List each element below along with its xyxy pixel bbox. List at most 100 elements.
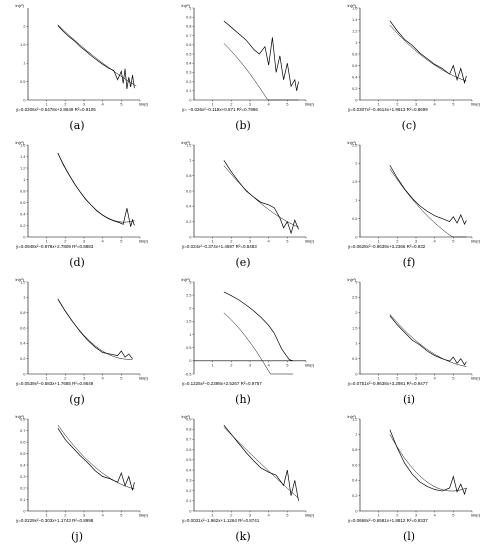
y-tick-label: 1.5 (186, 319, 192, 324)
fit-equation: y=0.0751x²−0.9638x+3.2981 R²=0.9477 (348, 381, 428, 386)
x-axis-label: ln(r) (141, 239, 149, 244)
y-tick-label: 0.2 (186, 488, 192, 493)
y-tick-label: 0 (189, 234, 192, 239)
y-tick-label: 2.5 (352, 142, 358, 147)
y-tick-label: 0.8 (20, 310, 26, 315)
y-tick-label: 1.2 (352, 28, 358, 33)
x-tick-label: 6 (471, 239, 474, 244)
panel-l: 0 0.2 0.4 0.6 0.8 1 1.2 1 2 3 4 5 6 ln(r²) ln(r) y=0.06… (348, 414, 481, 543)
y-tick-label: 0 (189, 358, 192, 363)
x-tick-label: 1 (212, 362, 215, 367)
x-tick-label: 5 (286, 239, 289, 244)
y-tick-label: 0.4 (20, 211, 26, 216)
panel-label: (a) (69, 119, 84, 132)
y-tick-label: 0 (23, 234, 26, 239)
x-tick-label: 5 (286, 362, 289, 367)
x-tick-label: 3 (83, 513, 86, 518)
x-tick-label: 1 (46, 376, 49, 381)
fit-curve-line (223, 165, 299, 228)
data-series-line (223, 291, 294, 362)
y-tick-label: 2 (355, 161, 358, 166)
fit-curve-line (389, 434, 467, 492)
y-tick-label: -0.5 (185, 371, 193, 376)
panel-g: 0 0.2 0.4 0.6 0.8 1 1.2 1 2 3 4 5 6 ln(r²) ln(r) y=0.05… (16, 277, 149, 406)
y-tick-label: 1 (189, 158, 192, 163)
y-tick-label: 0.1 (20, 497, 26, 502)
fit-equation: y=0.1225x²−0.2398x+2.5267 R²=0.9757 (182, 381, 262, 386)
x-tick-label: 6 (305, 362, 308, 367)
y-tick-label: 0.8 (186, 24, 192, 29)
y-tick-label: 0.2 (186, 219, 192, 224)
fit-equation: y=0.0628x²−0.9639x+3.2366 R²=0.932 (348, 244, 426, 249)
y-tick-label: 0.8 (186, 173, 192, 178)
data-series-line (57, 298, 133, 359)
y-tick-label: 0.5 (352, 216, 358, 221)
y-tick-label: 0 (189, 508, 192, 513)
y-tick-label: 0.4 (352, 74, 358, 79)
y-tick-label: 1.4 (20, 154, 26, 159)
x-axis-label: ln(r) (473, 513, 481, 518)
y-tick-label: 1 (189, 5, 192, 10)
panel-b: 0 0.1 0.2 0.3 0.4 0.5 0.6 0.7 0.8 0.9 1 1 2 3 4 5 6 ln(r²… (182, 3, 315, 132)
y-tick-label: 0.8 (352, 51, 358, 56)
y-tick-label: 0.8 (186, 427, 192, 432)
y-tick-label: 0 (189, 97, 192, 102)
panel-d: 0 0.2 0.4 0.6 0.8 1 1.2 1.4 1.6 1 2 3 4 5 6 ln(r²) ln(r)… (16, 140, 149, 269)
y-tick-label: 0.3 (186, 478, 192, 483)
data-series-line (389, 315, 467, 366)
data-series-line (389, 20, 467, 85)
data-series-line (389, 165, 467, 225)
y-tick-label: 2 (23, 24, 26, 29)
panel-label: (h) (235, 393, 251, 406)
panel-label: (e) (235, 256, 250, 269)
fit-curve-line (57, 153, 135, 223)
x-tick-label: 4 (102, 102, 105, 107)
x-tick-label: 3 (249, 102, 252, 107)
x-tick-label: 6 (139, 513, 142, 518)
fit-equation: y=0.0668x²−0.6581x+1.8812 R²=0.8337 (348, 518, 428, 523)
x-tick-label: 2 (396, 102, 399, 107)
x-axis-label: ln(r) (307, 102, 315, 107)
y-tick-label: 0 (355, 508, 358, 513)
y-axis-label: ln(r²) (16, 3, 25, 8)
y-tick-label: 1 (355, 198, 358, 203)
y-tick-label: 0 (23, 508, 26, 513)
x-tick-label: 2 (396, 376, 399, 381)
x-tick-label: 3 (83, 376, 86, 381)
data-series-line (389, 429, 467, 496)
x-tick-label: 5 (452, 376, 455, 381)
y-axis-label: ln(r²) (348, 140, 357, 145)
fit-equation: y=0.0206x²−0.5478x+2.8649 R²=0.9105 (16, 107, 96, 112)
x-tick-label: 4 (102, 513, 105, 518)
x-tick-label: 5 (120, 513, 123, 518)
fit-curve-line (389, 168, 467, 238)
y-tick-label: 0.6 (352, 63, 358, 68)
x-tick-label: 6 (305, 102, 308, 107)
x-axis-label: ln(r) (141, 513, 149, 518)
panel-k: 0 0.1 0.2 0.3 0.4 0.5 0.6 0.7 0.8 0.9 1 2 3 4 5 6 ln(r²)… (182, 414, 315, 543)
x-tick-label: 2 (396, 239, 399, 244)
fit-curve-line (389, 24, 467, 82)
panel-label: (b) (235, 119, 251, 132)
x-tick-label: 3 (249, 362, 252, 367)
y-tick-label: 0.4 (20, 341, 26, 346)
x-tick-label: 1 (378, 513, 381, 518)
data-series-line (57, 152, 135, 227)
y-tick-label: 0.5 (186, 51, 192, 56)
y-tick-label: 0.6 (186, 42, 192, 47)
panel-e: 0 0.2 0.4 0.6 0.8 1 1.2 1 2 3 4 5 6 ln(r²) ln(r) y=0.02… (182, 140, 315, 269)
x-tick-label: 4 (268, 239, 271, 244)
panel-label: (k) (235, 530, 250, 543)
x-tick-label: 6 (471, 513, 474, 518)
x-tick-label: 6 (305, 513, 308, 518)
panel-h: -0.5 0 0.5 1 1.5 2 2.5 3 1 2 3 4 5 6 ln(r²) ln(r) y=0.12… (182, 277, 315, 406)
fit-curve-line (389, 314, 467, 367)
x-tick-label: 3 (83, 239, 86, 244)
fit-curve-line (57, 24, 137, 87)
y-tick-label: 1 (23, 295, 26, 300)
y-tick-label: 1 (23, 177, 26, 182)
y-axis-label: ln(r²) (348, 414, 357, 419)
x-tick-label: 6 (471, 102, 474, 107)
x-axis-label: ln(r) (473, 239, 481, 244)
